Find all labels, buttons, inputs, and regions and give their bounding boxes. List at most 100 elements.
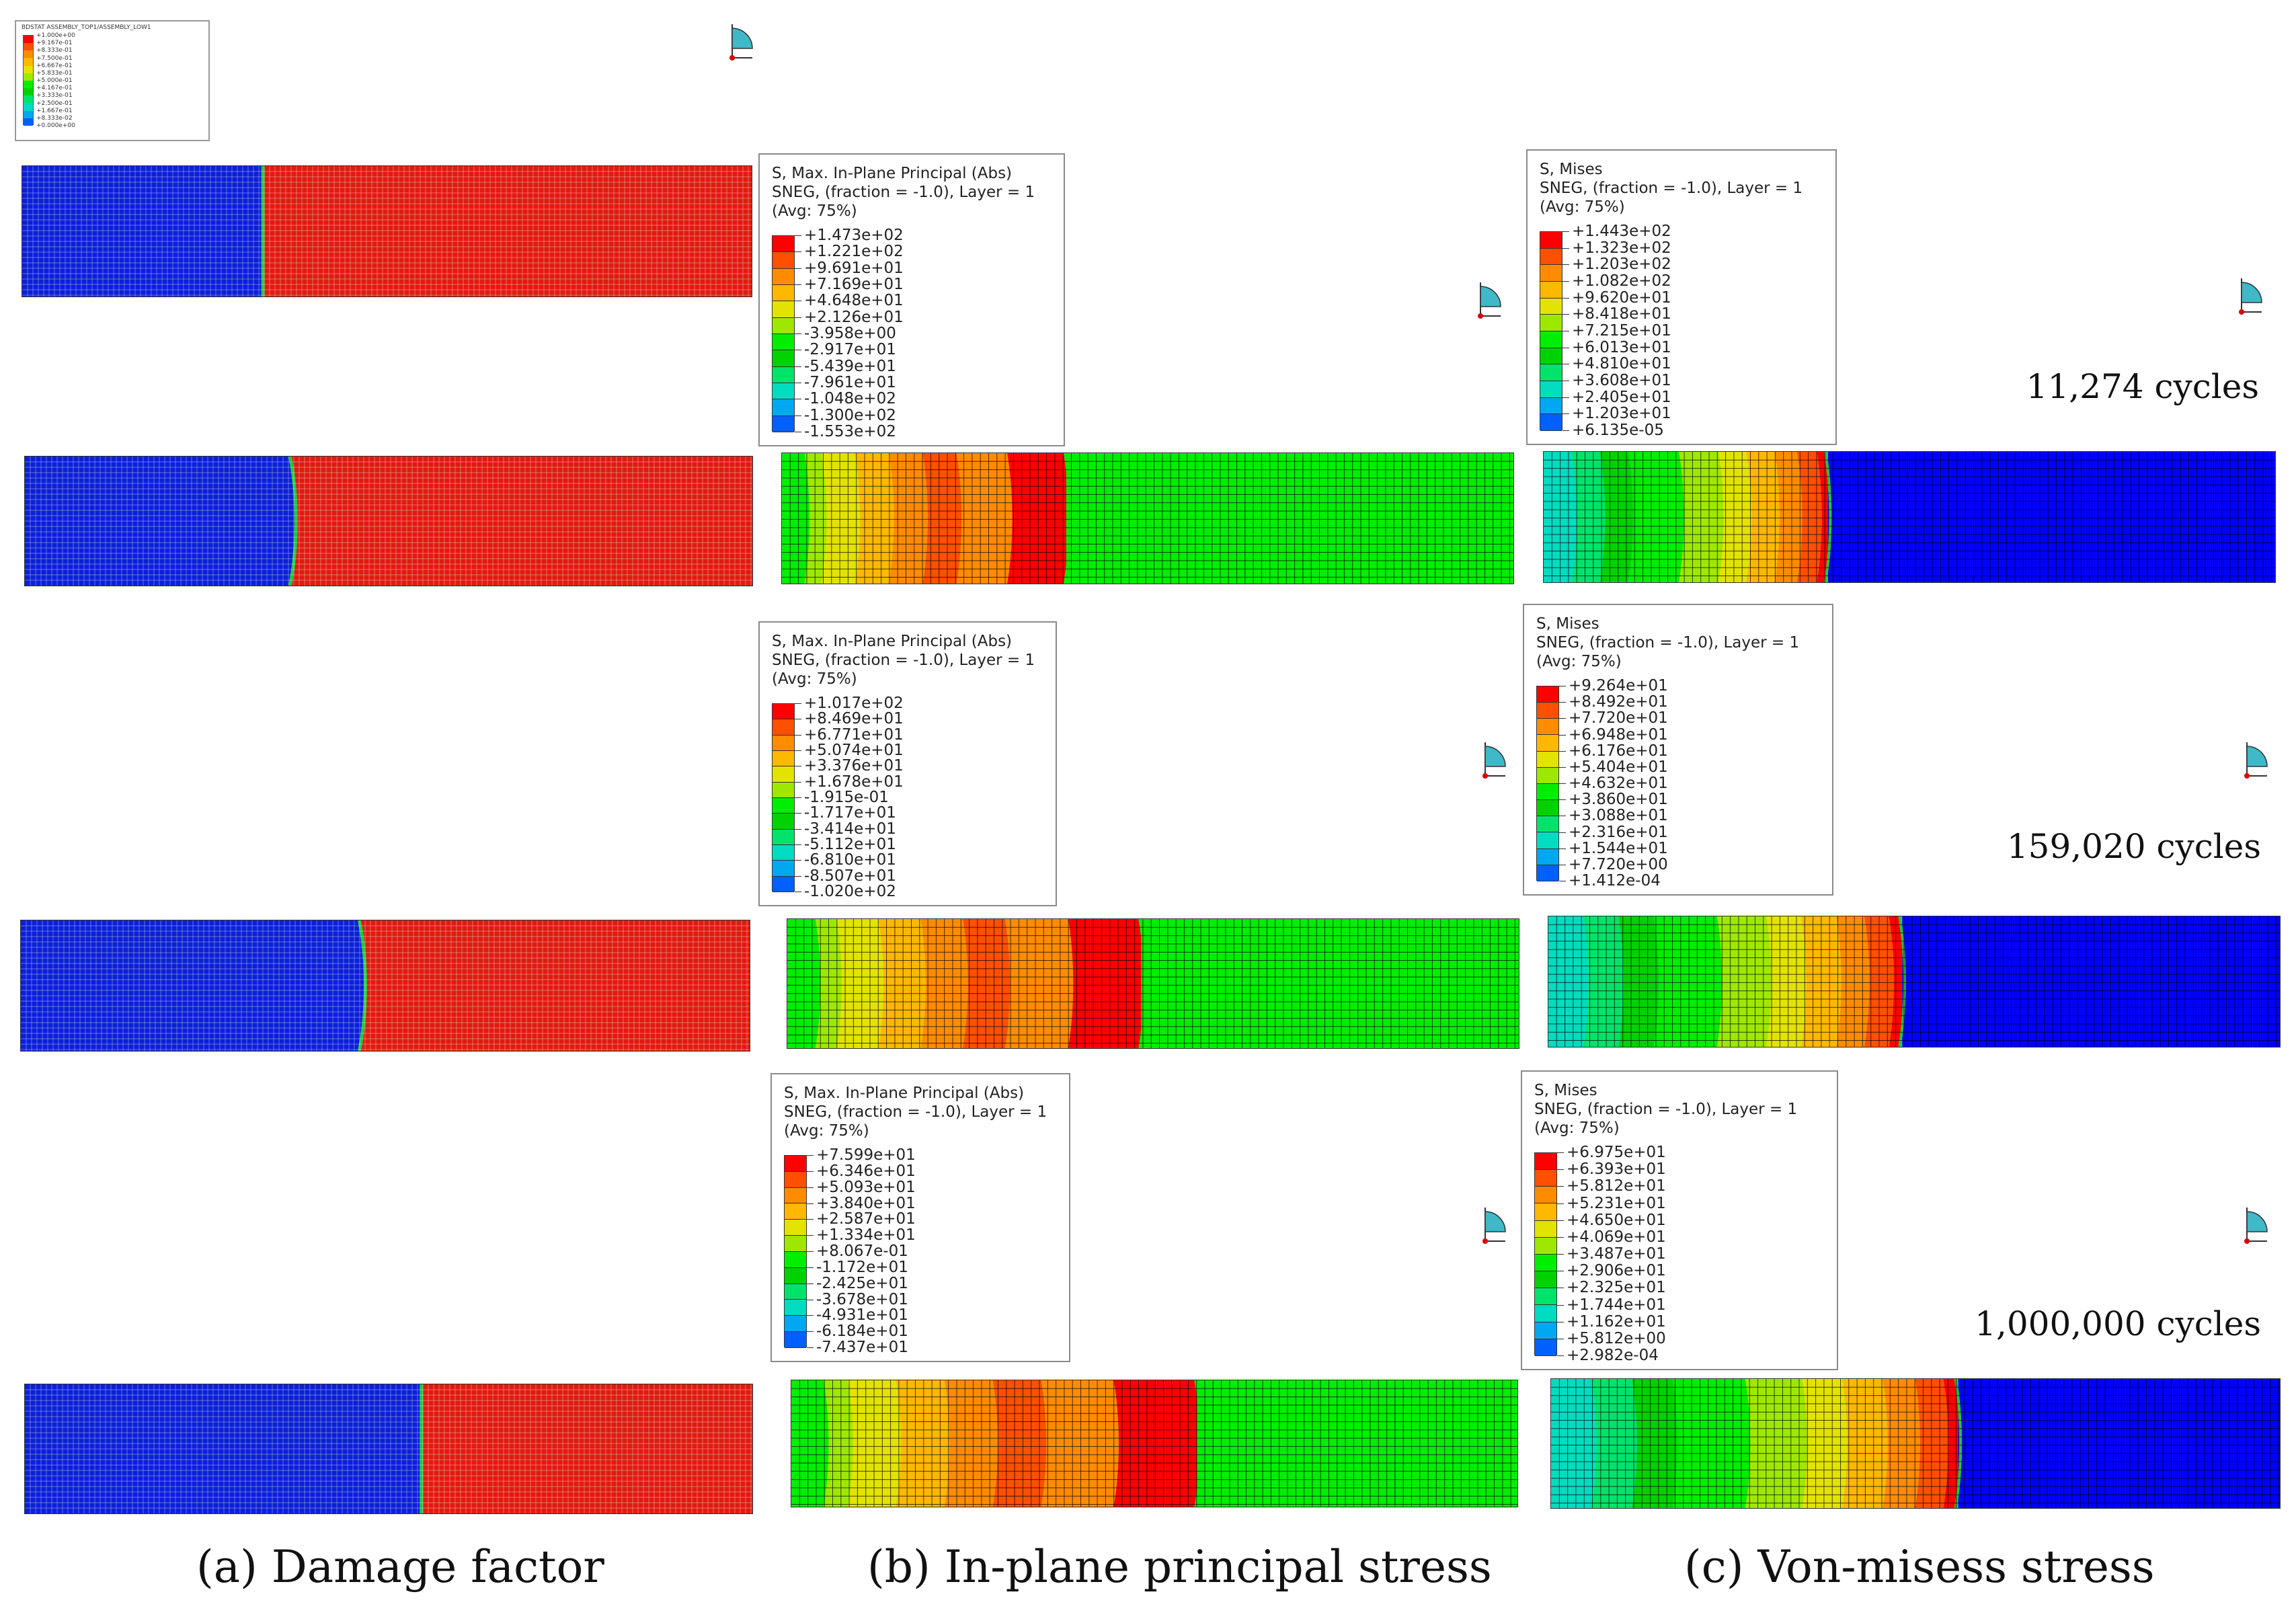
colorbar-segment [1535, 1237, 1556, 1255]
colorbar-segment [773, 284, 794, 302]
legend-value: +4.650e+01 [1567, 1211, 1666, 1229]
contour-band [1618, 916, 1659, 1047]
legend-value: +7.169e+01 [804, 276, 904, 293]
colorbar-segment [1537, 703, 1558, 719]
cycle-label: 1,000,000 cycles [1975, 1304, 2261, 1343]
legend-line1: S, Mises [1536, 615, 1599, 633]
colorbar-segment [773, 236, 794, 253]
colorbar-segment [785, 1236, 806, 1252]
colorbar-segment [785, 1156, 806, 1172]
contour-band [963, 919, 1011, 1048]
contour-band [896, 1380, 950, 1507]
legend-value: +1.443e+02 [1572, 223, 1671, 240]
legend-value: -1.172e+01 [816, 1258, 908, 1276]
damage-strip-159020 [20, 920, 750, 1052]
legend-value: +5.812e+01 [1567, 1177, 1666, 1195]
legend-value: +2.982e-04 [1567, 1347, 1659, 1364]
colorbar-segment [773, 416, 794, 432]
colorbar-segment [1540, 348, 1562, 365]
legend-value: +4.069e+01 [1567, 1228, 1666, 1246]
legend-value: +6.948e+01 [1569, 725, 1668, 744]
colorbar-segment [773, 366, 794, 383]
contour-band [1628, 452, 1684, 582]
legend-value: +9.691e+01 [804, 259, 904, 277]
contour-band [1632, 1379, 1677, 1508]
colorbar-segment [773, 301, 794, 318]
colorbar-segment [1540, 364, 1562, 381]
contour-band [804, 453, 827, 584]
legend-value: -1.717e+01 [804, 804, 896, 822]
mises-stress-legend: S, Mises SNEG, (fraction = -1.0), Layer =… [1526, 149, 1837, 445]
damaged-region [22, 166, 264, 297]
caption-damage-factor: (a) Damage factor [196, 1541, 604, 1593]
legend-value: +8.067e-01 [816, 1242, 908, 1260]
contour-band [1836, 916, 1870, 1047]
axis-triad-icon [1478, 282, 1501, 319]
mesh-grid [787, 919, 1519, 1048]
contour-band [1007, 453, 1069, 584]
legend-value: +5.000e-01 [36, 77, 73, 85]
mesh-grid [22, 166, 752, 297]
colorbar-segment [1535, 1271, 1556, 1289]
colorbar-segment [1535, 1288, 1556, 1306]
legend-colorbar [784, 1155, 807, 1348]
colorbar-segment [773, 861, 794, 877]
principal-stress-legend: S, Max. In-Plane Principal (Abs) SNEG, (f… [758, 621, 1057, 906]
legend-line3: (Avg: 75%) [1540, 198, 1625, 216]
colorbar-segment [1537, 719, 1558, 736]
legend-colorbar [1536, 686, 1559, 881]
legend-value: +1.412e-04 [1569, 872, 1661, 890]
legend-value: +8.469e+01 [804, 710, 904, 728]
legend-value: +0.000e+00 [36, 122, 75, 130]
legend-value: -5.112e+01 [804, 836, 896, 853]
contour-band [1889, 916, 1905, 1047]
legend-line2: SNEG, (fraction = -1.0), Layer = 1 [784, 1103, 1047, 1121]
legend-value: -2.917e+01 [804, 341, 896, 359]
mises-stress-strip-159020 [1548, 916, 2281, 1048]
legend-line3: (Avg: 75%) [784, 1122, 869, 1140]
legend-value: +1.162e+01 [1567, 1312, 1666, 1331]
colorbar-segment [24, 58, 33, 66]
colorbar-segment [785, 1332, 806, 1348]
legend-value: +1.203e+01 [1572, 405, 1671, 423]
colorbar-segment [1540, 298, 1562, 315]
legend-value: +1.017e+02 [804, 695, 904, 712]
legend-line3: (Avg: 75%) [772, 670, 857, 688]
mesh-grid [1551, 1379, 2280, 1508]
legend-value: +9.167e-01 [36, 40, 73, 47]
axis-triad-icon [2239, 278, 2262, 315]
colorbar-segment [785, 1220, 806, 1236]
colorbar-segment [1537, 865, 1558, 881]
legend-value: -7.437e+01 [816, 1339, 908, 1356]
legend-value: +2.126e+01 [804, 308, 904, 326]
legend-line1: S, Max. In-Plane Principal (Abs) [784, 1084, 1025, 1102]
colorbar-segment [1537, 751, 1558, 768]
contour-band [791, 1380, 829, 1507]
colorbar-segment [785, 1316, 806, 1333]
colorbar-segment [773, 735, 794, 751]
contour-band [944, 1380, 998, 1507]
legend-value: -1.300e+02 [804, 406, 896, 424]
legend-value: +1.334e+01 [816, 1226, 916, 1245]
colorbar-segment [785, 1300, 806, 1316]
legend-value: +4.648e+01 [804, 292, 904, 310]
mesh-grid [25, 457, 752, 586]
legend-value: +3.608e+01 [1572, 372, 1671, 389]
colorbar-segment [24, 73, 33, 81]
colorbar-segment [24, 36, 33, 44]
principal-stress-strip-159020 [787, 918, 1519, 1049]
legend-value: -3.958e+00 [804, 325, 896, 342]
legend-value: +6.393e+01 [1567, 1160, 1666, 1179]
axis-triad-icon [1482, 742, 1506, 779]
colorbar-segment [1537, 816, 1558, 833]
legend-value: +3.487e+01 [1567, 1245, 1666, 1263]
contour-band [1004, 919, 1074, 1048]
legend-line3: (Avg: 75%) [1536, 653, 1622, 670]
mesh-grid [782, 453, 1513, 584]
principal-stress-strip-1000000 [791, 1380, 1518, 1507]
principal-stress-legend: S, Max. In-Plane Principal (Abs) SNEG, (f… [770, 1073, 1070, 1362]
legend-value: -8.507e+01 [804, 867, 896, 885]
legend-value: -6.810e+01 [804, 851, 896, 869]
legend-value: +9.264e+01 [1569, 677, 1668, 695]
